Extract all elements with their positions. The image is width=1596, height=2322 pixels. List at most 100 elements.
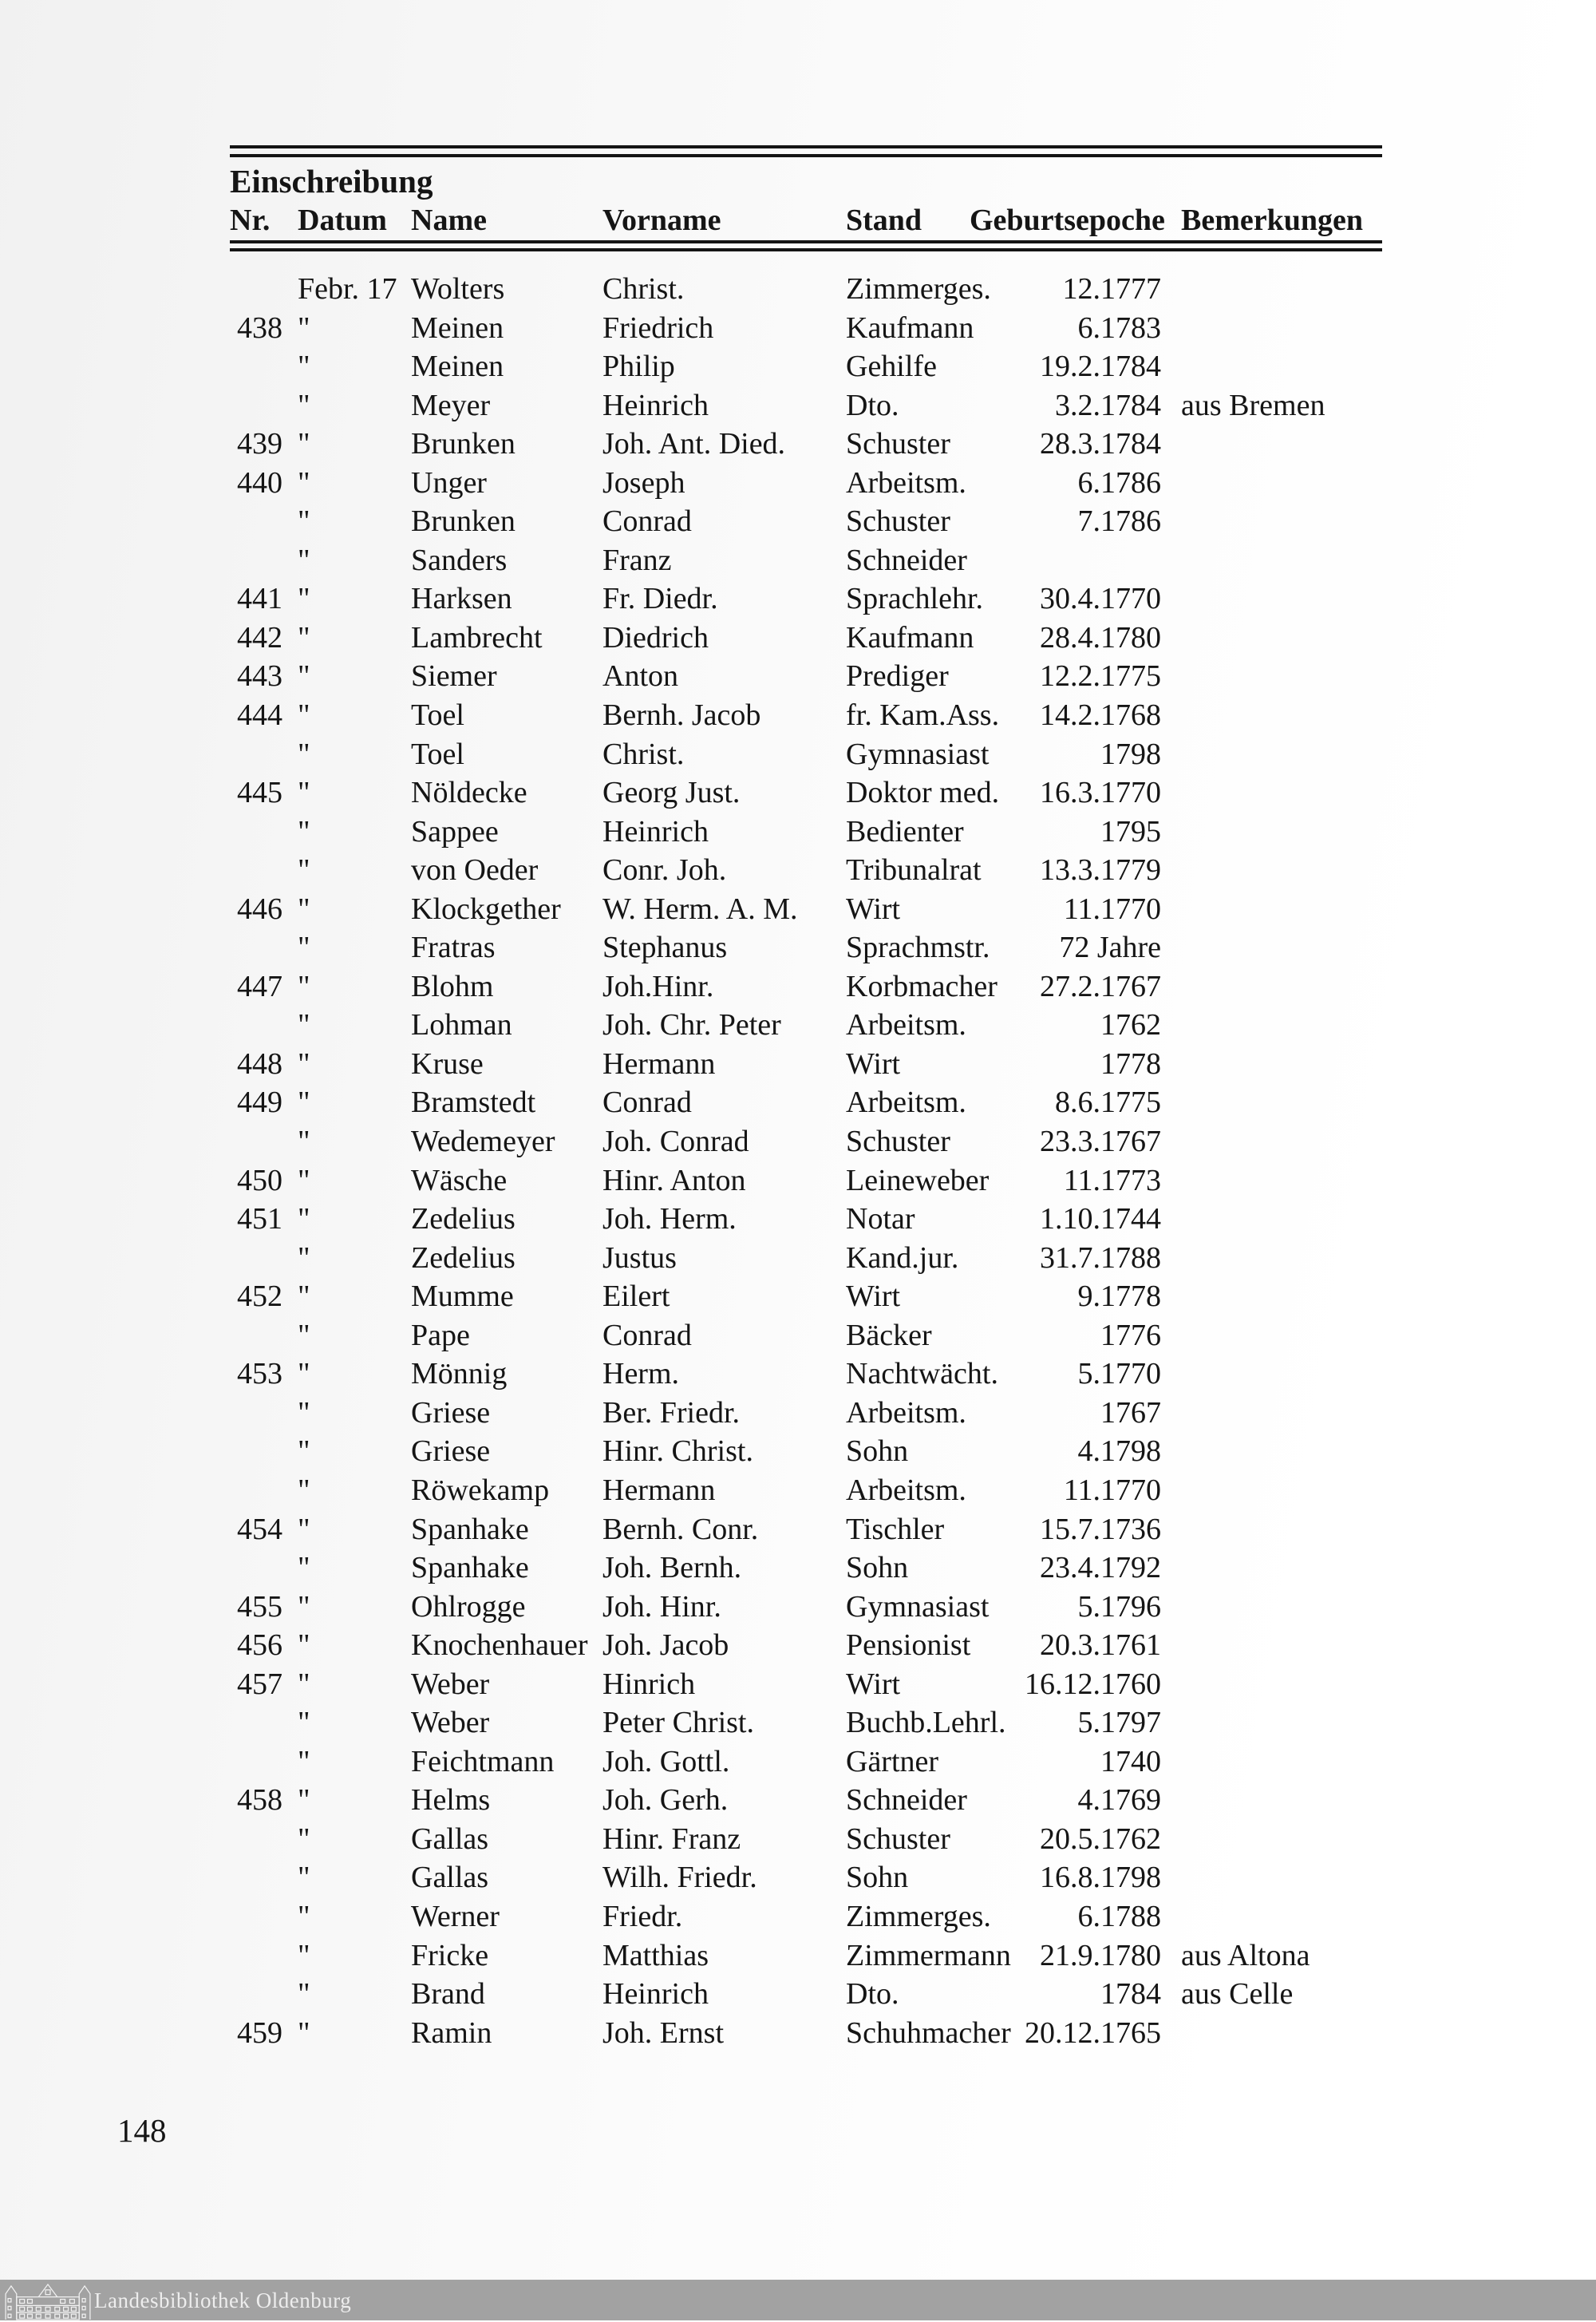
table-row: 439 " Brunken Joh. Ant. Died. Schuster 28.3.1… [230,425,1382,464]
cell-datum: " [298,969,310,1003]
column-header-name: Name [411,204,487,237]
cell-name: Röwekamp [411,1473,550,1507]
cell-stand: Schuster [846,427,950,461]
cell-stand: Zimmermann [846,1938,1011,1972]
cell-datum: " [298,1938,310,1972]
cell-geburtsepoche: 11.1773 [1063,1163,1161,1197]
table-row: 446 " Klockgether W. Herm. A. M. Wirt 11.1770 [230,890,1382,929]
cell-nr: 451 [237,1202,282,1236]
cell-geburtsepoche: 30.4.1770 [1040,582,1161,616]
cell-name: Mumme [411,1280,514,1314]
table-row: " Griese Hinr. Christ. Sohn 4.1798 [230,1432,1382,1471]
cell-nr: 441 [237,582,282,616]
cell-geburtsepoche: 8.6.1775 [1055,1086,1161,1120]
cell-datum: " [298,465,310,500]
cell-name: Zedelius [411,1202,516,1236]
cell-name: Sappee [411,814,499,848]
table-row: " Feichtmann Joh. Gottl. Gärtner 1740 [230,1742,1382,1782]
cell-datum: " [298,1589,310,1624]
page-title: Einschreibung [230,163,433,200]
cell-stand: Arbeitsm. [846,1473,966,1507]
table-row: 442 " Lambrecht Diedrich Kaufmann 28.4.1780 [230,619,1382,658]
table-row: 440 " Unger Joseph Arbeitsm. 6.1786 [230,464,1382,503]
cell-stand: Prediger [846,659,949,694]
cell-vorname: Conrad [602,504,692,539]
cell-geburtsepoche: 6.1788 [1077,1899,1162,1933]
cell-datum: " [298,1783,310,1818]
table-row: " Fratras Stephanus Sprachmstr. 72 Jahre [230,928,1382,967]
cell-vorname: Joh. Hinr. [602,1589,721,1624]
cell-geburtsepoche: 23.4.1792 [1040,1551,1161,1585]
cell-bemerkungen: aus Altona [1181,1938,1310,1972]
cell-geburtsepoche: 20.3.1761 [1040,1628,1161,1663]
cell-name: Griese [411,1434,491,1469]
cell-name: Griese [411,1395,491,1430]
cell-nr: 446 [237,892,282,926]
column-header-geburtsepoche: Geburtsepoche [970,204,1165,237]
cell-geburtsepoche: 11.1770 [1063,892,1161,926]
cell-name: Kruse [411,1046,484,1081]
registry-table-body: Febr. 17 Wolters Christ. Zimmerges. 12.1777 4… [230,270,1382,2052]
cell-stand: Schuster [846,504,950,539]
cell-datum: " [298,814,310,848]
cell-name: Wolters [411,272,505,306]
cell-geburtsepoche: 4.1798 [1077,1434,1162,1469]
cell-name: Meinen [411,311,504,345]
table-row: 441 " Harksen Fr. Diedr. Sprachlehr. 30.4.177… [230,580,1382,619]
header-bottom-rule-lower [230,248,1382,251]
cell-stand: Doktor med. [846,776,1000,810]
cell-name: Ramin [411,2015,492,2050]
cell-stand: Schneider [846,543,967,577]
cell-name: von Oeder [411,853,539,888]
cell-vorname: Joh. Herm. [602,1202,737,1236]
cell-name: Blohm [411,969,494,1003]
cell-stand: Tischler [846,1512,945,1546]
cell-datum: " [298,1202,310,1236]
cell-geburtsepoche: 1795 [1100,814,1161,848]
cell-vorname: Hinr. Christ. [602,1434,753,1469]
table-row: 447 " Blohm Joh.Hinr. Korbmacher 27.2.1767 [230,967,1382,1007]
table-row: " Röwekamp Hermann Arbeitsm. 11.1770 [230,1471,1382,1510]
cell-datum: " [298,582,310,616]
table-header-row: Nr. Datum Name Vorname Stand Geburtsepoc… [230,203,1382,238]
cell-datum: " [298,1395,310,1430]
cell-vorname: Justus [602,1240,677,1275]
cell-geburtsepoche: 28.4.1780 [1040,620,1161,655]
table-row: " Griese Ber. Friedr. Arbeitsm. 1767 [230,1394,1382,1433]
cell-geburtsepoche: 16.8.1798 [1040,1861,1161,1895]
cell-bemerkungen: aus Bremen [1181,388,1325,422]
cell-vorname: Hinr. Anton [602,1163,746,1197]
cell-geburtsepoche: 1762 [1100,1008,1161,1042]
cell-stand: Tribunalrat [846,853,982,888]
cell-nr: 442 [237,620,282,655]
cell-vorname: Heinrich [602,1977,709,2011]
cell-geburtsepoche: 5.1770 [1077,1357,1162,1391]
cell-geburtsepoche: 21.9.1780 [1040,1938,1161,1972]
page-number: 148 [117,2112,167,2149]
cell-vorname: Christ. [602,272,685,306]
cell-geburtsepoche: 3.2.1784 [1055,388,1161,422]
cell-stand: Kaufmann [846,620,974,655]
table-row: " Sanders Franz Schneider [230,541,1382,580]
cell-name: Meyer [411,388,491,422]
cell-geburtsepoche: 7.1786 [1077,504,1162,539]
cell-vorname: Anton [602,659,678,694]
cell-nr: 440 [237,465,282,500]
cell-datum: Febr. 17 [298,272,397,306]
cell-nr: 439 [237,427,282,461]
table-row: " Meyer Heinrich Dto. 3.2.1784 aus Bremen [230,386,1382,425]
cell-nr: 445 [237,776,282,810]
cell-datum: " [298,1861,310,1895]
cell-geburtsepoche: 16.12.1760 [1025,1667,1161,1701]
cell-stand: Schneider [846,1783,967,1818]
cell-datum: " [298,543,310,577]
cell-vorname: Georg Just. [602,776,741,810]
cell-name: Klockgether [411,892,561,926]
cell-datum: " [298,698,310,733]
cell-name: Helms [411,1783,491,1818]
cell-datum: " [298,620,310,655]
cell-vorname: Joh. Jacob [602,1628,729,1663]
cell-vorname: Hermann [602,1473,716,1507]
table-row: " Gallas Wilh. Friedr. Sohn 16.8.1798 [230,1858,1382,1897]
cell-vorname: Franz [602,543,672,577]
